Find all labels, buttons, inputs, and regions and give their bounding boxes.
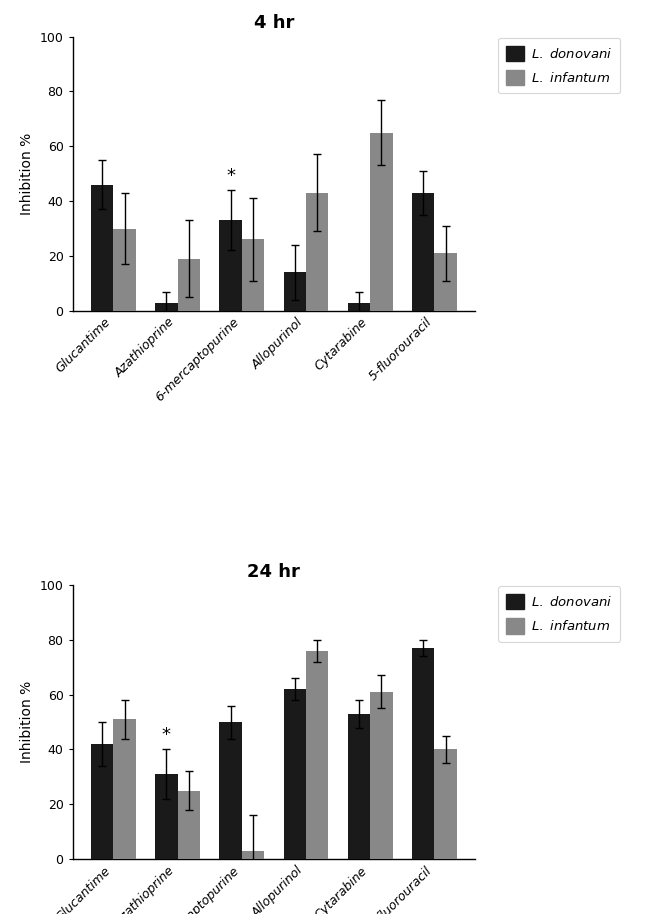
Bar [370,692,393,859]
Bar [370,133,393,311]
Y-axis label: Inhibition %: Inhibition % [20,681,34,763]
Bar [91,744,114,859]
Bar [242,851,264,859]
Bar [114,719,136,859]
Bar [306,651,329,859]
Bar [284,272,306,311]
Bar [91,185,114,311]
Legend: $\it{L.\ donovani}$, $\it{L.\ infantum}$: $\it{L.\ donovani}$, $\it{L.\ infantum}$ [498,586,620,642]
Text: *: * [226,166,235,185]
Bar [348,714,370,859]
Bar [434,253,457,311]
Title: 24 hr: 24 hr [248,563,300,580]
Bar [306,193,329,311]
Bar [178,259,200,311]
Bar [284,689,306,859]
Text: *: * [162,726,171,744]
Bar [242,239,264,311]
Bar [155,774,178,859]
Bar [178,791,200,859]
Bar [412,193,434,311]
Bar [219,220,242,311]
Bar [114,228,136,311]
Bar [348,303,370,311]
Bar [219,722,242,859]
Bar [412,648,434,859]
Legend: $\it{L.\ donovani}$, $\it{L.\ infantum}$: $\it{L.\ donovani}$, $\it{L.\ infantum}$ [498,37,620,93]
Title: 4 hr: 4 hr [253,15,294,32]
Bar [434,749,457,859]
Y-axis label: Inhibition %: Inhibition % [20,133,34,215]
Bar [155,303,178,311]
